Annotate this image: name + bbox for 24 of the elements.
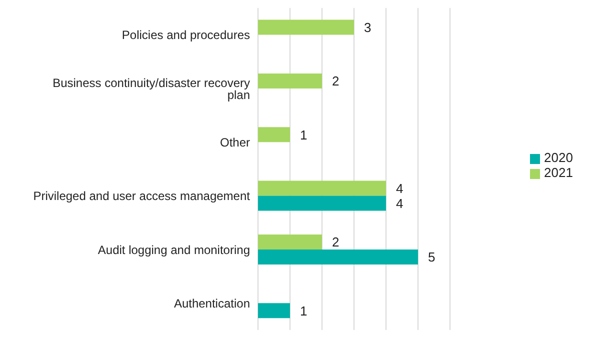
bar <box>258 73 322 88</box>
data-label: 2 <box>332 74 340 89</box>
bar <box>258 249 418 264</box>
bar <box>258 303 290 318</box>
bar <box>258 180 386 196</box>
y-tick-label: Other <box>220 135 250 150</box>
legend-label: 2020 <box>544 150 573 165</box>
y-tick-label: Privileged and user access management <box>33 189 251 204</box>
data-label: 1 <box>300 303 308 318</box>
bar <box>258 234 322 250</box>
y-tick-label: Audit logging and monitoring <box>98 242 250 257</box>
bar <box>258 127 290 142</box>
data-label: 4 <box>396 180 404 196</box>
data-label: 1 <box>300 127 308 142</box>
legend-label: 2021 <box>544 165 573 180</box>
bar <box>258 20 354 35</box>
data-label: 5 <box>428 250 436 265</box>
y-tick-label: Business continuity/disaster recovery plan <box>52 76 250 102</box>
data-label: 3 <box>364 20 372 35</box>
data-label: 2 <box>332 234 340 250</box>
y-tick-label: Authentication <box>174 296 250 310</box>
y-tick-label: Policies and procedures <box>122 28 250 42</box>
data-label: 4 <box>396 196 404 211</box>
bar <box>258 196 386 211</box>
